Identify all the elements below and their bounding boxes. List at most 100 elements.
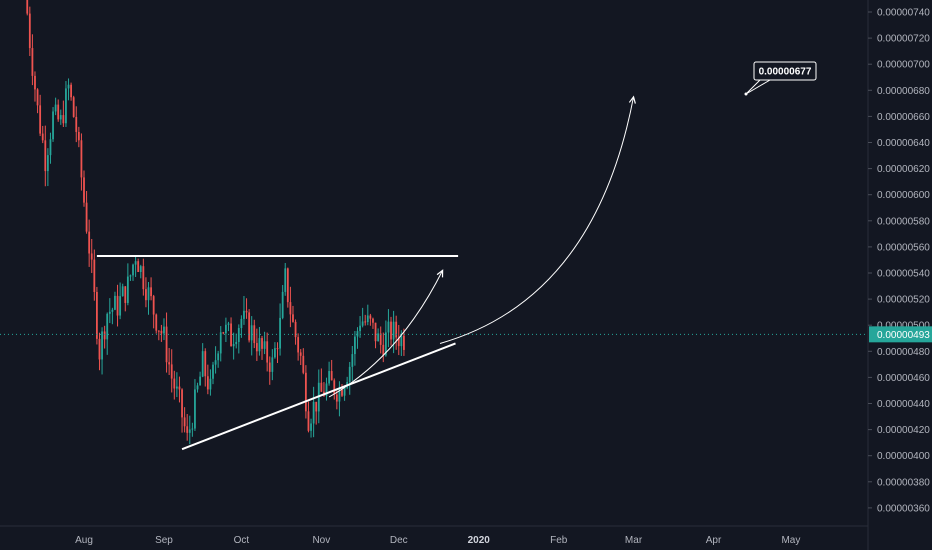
candle-body xyxy=(175,386,178,389)
candle-body xyxy=(139,266,142,273)
candle xyxy=(178,376,181,403)
candle-body xyxy=(80,140,83,178)
candle-body xyxy=(124,286,127,303)
price-tick-label: 0.00000740 xyxy=(877,8,930,19)
candle xyxy=(142,258,145,296)
candle xyxy=(312,386,315,438)
support-line[interactable] xyxy=(181,342,456,451)
candle-body xyxy=(145,289,147,301)
candle-body xyxy=(364,321,367,323)
candle-body xyxy=(126,276,129,303)
candle-body xyxy=(70,84,72,98)
candle-body xyxy=(137,261,140,273)
candle xyxy=(114,291,116,311)
price-tick-label: 0.00000620 xyxy=(877,164,930,175)
candle-body xyxy=(134,261,137,265)
candle-body xyxy=(201,351,204,377)
candle xyxy=(390,316,392,346)
candle xyxy=(121,283,124,297)
candle-body xyxy=(96,291,98,339)
candle-body xyxy=(361,321,364,326)
projection-arrow-small[interactable] xyxy=(328,270,444,398)
candle-body xyxy=(387,321,390,333)
candle-body xyxy=(214,360,217,365)
candle xyxy=(276,342,279,363)
candle-body xyxy=(157,330,160,332)
candle xyxy=(116,284,119,327)
candle xyxy=(395,315,398,350)
candle xyxy=(253,319,256,349)
candle xyxy=(139,264,142,279)
candle xyxy=(199,371,201,386)
candle-body xyxy=(178,386,181,390)
candle xyxy=(134,256,137,278)
candle xyxy=(230,317,232,347)
time-tick-label: Sep xyxy=(155,535,173,546)
candle-body xyxy=(356,331,359,337)
time-tick-label: Aug xyxy=(75,535,93,546)
candle xyxy=(212,361,214,385)
candle-body xyxy=(150,287,152,297)
candle xyxy=(328,361,330,386)
candle-body xyxy=(212,364,214,379)
candle xyxy=(382,332,385,363)
candle-body xyxy=(59,115,62,120)
candle xyxy=(310,418,312,438)
price-tick-label: 0.00000480 xyxy=(877,347,930,358)
candle-body xyxy=(41,133,44,141)
candle xyxy=(330,359,333,381)
candle xyxy=(335,390,338,410)
candle-body xyxy=(248,312,251,341)
candle xyxy=(132,263,134,281)
candle-body xyxy=(395,321,398,338)
candle-body xyxy=(163,326,165,334)
candle xyxy=(168,348,171,375)
time-tick-label: 2020 xyxy=(468,535,491,546)
candle-body xyxy=(75,116,78,132)
candle xyxy=(31,34,34,86)
candle xyxy=(369,313,372,326)
candle xyxy=(183,407,186,433)
candle xyxy=(54,97,57,116)
candle-body xyxy=(245,310,248,313)
candle-body xyxy=(294,321,297,338)
time-tick-label: May xyxy=(781,535,800,546)
projection-arrow-large[interactable] xyxy=(439,96,635,344)
candle xyxy=(80,133,83,191)
candle xyxy=(93,249,96,301)
candle-body xyxy=(343,387,346,396)
candle-body xyxy=(297,337,300,353)
candle xyxy=(157,330,160,341)
candle-body xyxy=(333,380,336,395)
candle-body xyxy=(57,104,60,120)
candle-body xyxy=(359,325,361,332)
candle xyxy=(372,317,374,329)
candle-body xyxy=(44,140,47,172)
candle-body xyxy=(54,104,57,112)
time-axis[interactable]: Aug Sep Oct Nov Dec 2020 Feb Mar Apr May xyxy=(75,535,800,546)
candle-body xyxy=(338,389,341,402)
candle xyxy=(392,310,395,354)
candle xyxy=(26,0,29,16)
time-tick-label: Feb xyxy=(550,535,568,546)
candle-body xyxy=(289,302,292,315)
candle xyxy=(261,336,263,360)
candle-body xyxy=(341,389,343,396)
price-tick-label: 0.00000560 xyxy=(877,242,930,253)
candle-body xyxy=(304,372,307,412)
candle xyxy=(191,422,194,437)
candle-body xyxy=(271,357,274,372)
candle xyxy=(44,125,47,187)
price-tick-label: 0.00000440 xyxy=(877,399,930,410)
candle xyxy=(49,132,52,164)
candle xyxy=(384,320,387,357)
candle-body xyxy=(49,139,52,156)
candle xyxy=(279,303,281,356)
candle xyxy=(41,125,44,144)
price-axis[interactable]: 0.00000740 0.00000720 0.00000700 0.00000680… xyxy=(868,8,932,515)
candle xyxy=(150,277,152,301)
candle xyxy=(377,328,380,342)
candle-body xyxy=(155,314,158,331)
candle-body xyxy=(111,309,114,312)
